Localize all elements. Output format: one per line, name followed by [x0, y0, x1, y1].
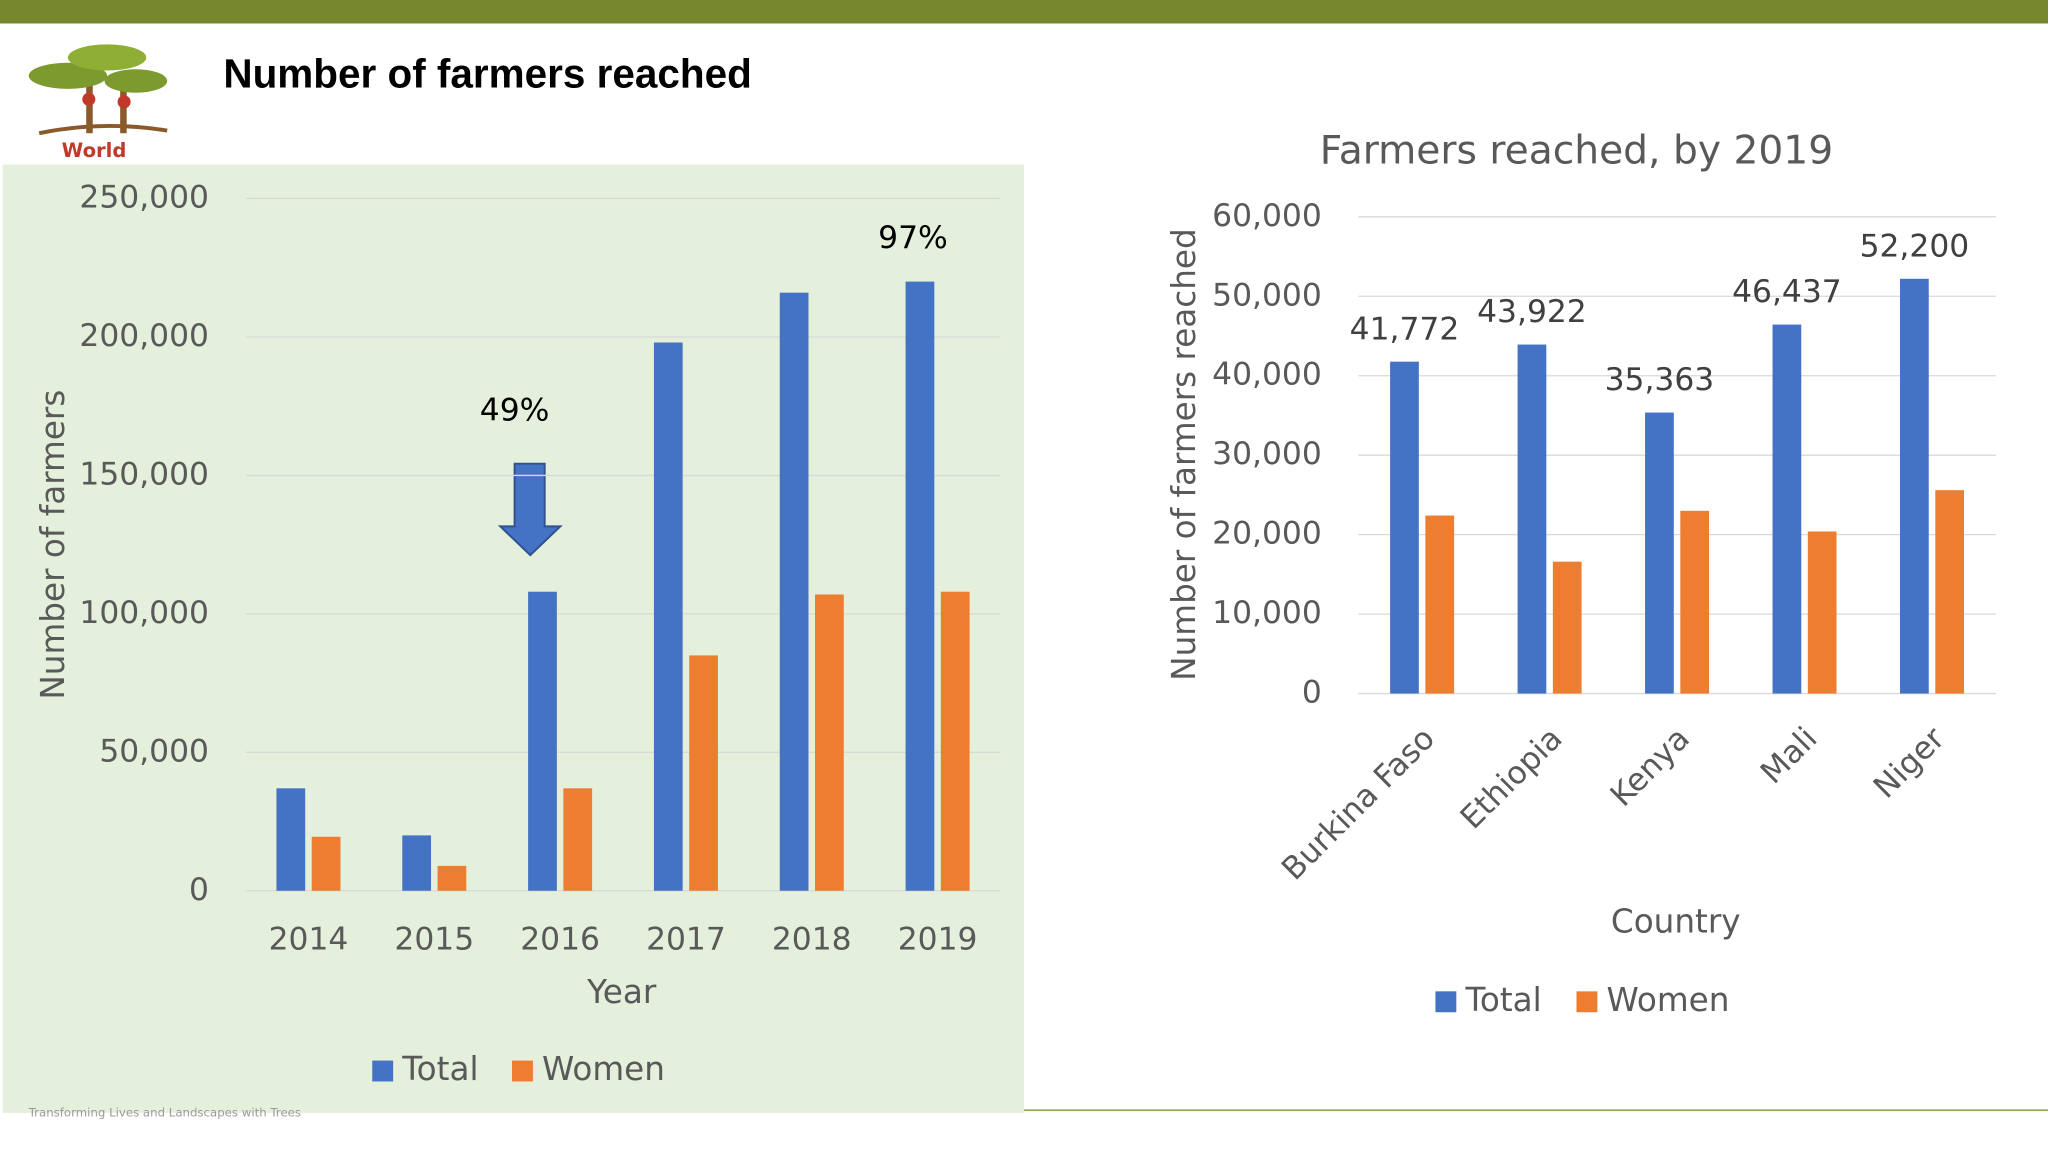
legend-label: Total — [1464, 981, 1541, 1019]
x-tick-label: Kenya — [1604, 721, 1697, 814]
bar — [1552, 561, 1582, 694]
y-tick-label: 50,000 — [1212, 277, 1322, 313]
y-tick-label: 150,000 — [79, 456, 209, 492]
legend-swatch — [1576, 991, 1598, 1013]
bar — [1645, 412, 1674, 694]
x-tick-label: Mali — [1754, 721, 1824, 791]
bar — [311, 836, 341, 891]
legend-swatch — [1435, 991, 1457, 1013]
bar — [1390, 361, 1419, 694]
y-axis-label: Number of farmers — [34, 390, 72, 700]
y-tick-label: 60,000 — [1212, 198, 1322, 234]
y-tick-label: 0 — [189, 872, 209, 908]
x-tick-label: 2016 — [520, 921, 600, 957]
x-tick-label: 2015 — [394, 921, 474, 957]
bar — [1935, 490, 1965, 694]
y-tick-label: 20,000 — [1212, 516, 1322, 552]
logo-text: World — [62, 139, 127, 162]
top-bar — [0, 0, 2048, 24]
bar — [528, 591, 557, 891]
bar — [402, 835, 432, 891]
y-tick-label: 30,000 — [1212, 436, 1322, 472]
legend-swatch — [512, 1060, 533, 1082]
annotation: 97% — [878, 220, 948, 256]
x-tick-label: Niger — [1867, 721, 1952, 806]
y-tick-label: 10,000 — [1212, 595, 1322, 631]
arrow — [497, 462, 563, 557]
chart-title: Farmers reached, by 2019 — [1320, 128, 1833, 173]
data-label: 41,772 — [1350, 311, 1460, 347]
annotation: 49% — [480, 392, 550, 428]
y-tick-label: 50,000 — [99, 733, 209, 769]
y-tick-label: 200,000 — [79, 318, 209, 354]
data-label: 43,922 — [1477, 294, 1587, 330]
bar — [1517, 344, 1547, 694]
bar — [1680, 510, 1710, 694]
y-tick-label: 40,000 — [1212, 357, 1322, 393]
bar — [940, 591, 970, 891]
bar — [779, 292, 809, 891]
legend-label: Total — [401, 1050, 478, 1088]
x-axis-label: Country — [1611, 902, 1741, 940]
bar — [1772, 324, 1802, 694]
slide-title: Number of farmers reached — [223, 51, 752, 97]
data-label: 52,200 — [1860, 228, 1970, 264]
y-tick-label: 100,000 — [79, 595, 209, 631]
legend-label: Women — [1607, 981, 1730, 1019]
bar — [653, 342, 683, 891]
data-label: 35,363 — [1605, 362, 1715, 398]
logo: World — [28, 44, 168, 162]
x-tick-label: 2014 — [269, 921, 349, 957]
data-label: 46,437 — [1732, 274, 1842, 310]
chart-panel — [2, 164, 1025, 1113]
y-tick-label: 250,000 — [79, 180, 209, 216]
x-tick-label: Burkina Faso — [1275, 721, 1442, 888]
bar — [905, 281, 935, 891]
bar — [276, 788, 306, 891]
x-axis-label: Year — [586, 973, 657, 1011]
x-tick-label: 2019 — [898, 921, 978, 957]
bar — [563, 788, 593, 891]
y-axis-label: Number of farmers reached — [1165, 228, 1203, 681]
bar — [1900, 278, 1929, 694]
x-tick-label: 2018 — [772, 921, 852, 957]
bar — [815, 594, 844, 891]
x-tick-label: 2017 — [646, 921, 726, 957]
y-tick-label: 0 — [1302, 675, 1322, 711]
legend-swatch — [372, 1060, 394, 1082]
legend-label: Women — [542, 1050, 665, 1088]
bar — [1425, 515, 1455, 694]
bar — [1807, 531, 1837, 694]
bar — [689, 655, 718, 891]
bar — [437, 865, 467, 891]
x-tick-label: Ethiopia — [1454, 721, 1570, 837]
footer: Transforming Lives and Landscapes with T… — [28, 1105, 301, 1119]
